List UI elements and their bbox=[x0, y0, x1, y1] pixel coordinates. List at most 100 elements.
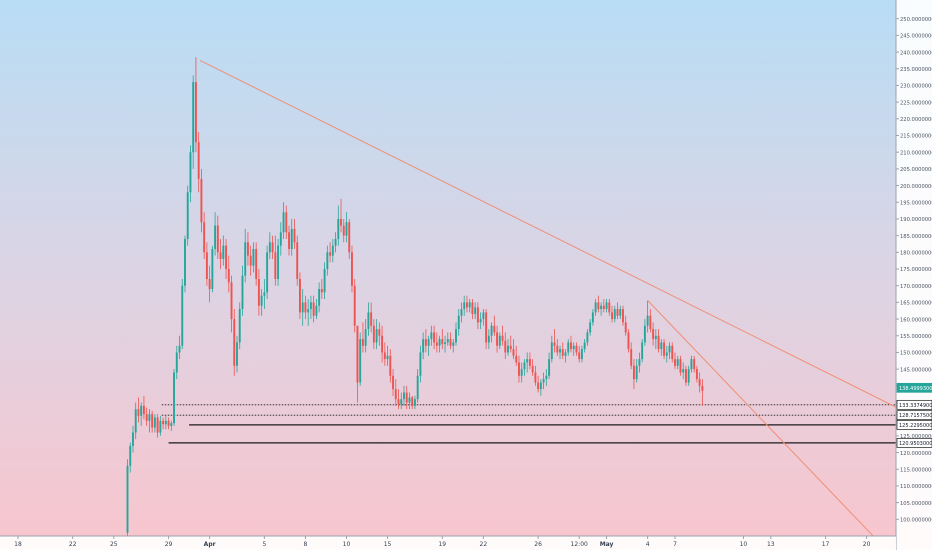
candle-body bbox=[580, 349, 583, 360]
candle-body bbox=[205, 252, 208, 280]
candle-body bbox=[249, 255, 252, 266]
price-tick-label: 235.00000000 bbox=[900, 67, 932, 73]
time-axis[interactable]: 18 22 25 29 Apr 5 8 10 15 19 22 26 12:00 May 4 7 10 13 17 2… bbox=[14, 536, 871, 548]
candle-body bbox=[684, 369, 687, 383]
plot-area[interactable] bbox=[126, 57, 929, 537]
candle-body bbox=[605, 302, 608, 310]
candle bbox=[600, 302, 603, 316]
candle-body bbox=[485, 312, 488, 343]
candle bbox=[463, 295, 466, 316]
candle bbox=[632, 359, 635, 390]
price-tick-label: 150.00000000 bbox=[900, 351, 932, 357]
candle-body bbox=[285, 212, 288, 233]
candle bbox=[594, 299, 597, 316]
candle bbox=[405, 385, 408, 410]
price-tick-label: 115.00000000 bbox=[900, 467, 932, 473]
candle-body bbox=[173, 372, 175, 424]
candle-body bbox=[323, 269, 326, 293]
candle bbox=[403, 385, 405, 406]
candle-body bbox=[586, 332, 589, 343]
candle bbox=[570, 335, 572, 353]
candle bbox=[129, 442, 132, 473]
price-tick-label: 250.00000000 bbox=[900, 17, 932, 23]
candle bbox=[611, 305, 613, 323]
candle-body bbox=[676, 359, 679, 366]
candle bbox=[493, 315, 496, 336]
candle-body bbox=[389, 355, 392, 376]
candle bbox=[192, 75, 195, 169]
candle bbox=[315, 299, 318, 320]
candle-body bbox=[679, 359, 682, 373]
price-tick-label: 185.00000000 bbox=[900, 234, 932, 240]
candle bbox=[342, 218, 345, 243]
candle bbox=[233, 309, 236, 376]
candle-body bbox=[134, 409, 137, 433]
candle bbox=[457, 309, 460, 336]
candle bbox=[225, 238, 228, 280]
price-tick-label: 205.00000000 bbox=[900, 167, 932, 173]
candle bbox=[580, 345, 583, 363]
candle-body bbox=[468, 302, 471, 308]
candle bbox=[282, 202, 285, 239]
candle bbox=[340, 198, 342, 233]
candle bbox=[211, 245, 214, 293]
candle bbox=[646, 300, 649, 333]
candle bbox=[293, 218, 296, 249]
candle-body bbox=[687, 369, 690, 383]
candle-body bbox=[512, 349, 515, 356]
candle bbox=[260, 289, 263, 316]
candle-body bbox=[476, 307, 479, 323]
candle-body bbox=[348, 222, 351, 253]
candle bbox=[186, 185, 189, 246]
candle-body bbox=[520, 369, 523, 376]
candle-body bbox=[457, 315, 460, 330]
candle-body bbox=[296, 242, 299, 280]
price-axis-panel bbox=[896, 0, 932, 550]
candle bbox=[487, 329, 490, 350]
candle bbox=[682, 362, 685, 380]
candle-body bbox=[353, 285, 356, 326]
candle bbox=[184, 235, 186, 293]
candle bbox=[216, 215, 219, 259]
candle-body bbox=[490, 325, 493, 336]
candle-body bbox=[126, 465, 129, 533]
candle bbox=[446, 332, 449, 346]
candle-body bbox=[307, 309, 310, 313]
candle bbox=[444, 335, 447, 353]
candle-body bbox=[181, 285, 184, 346]
candle-body bbox=[211, 248, 214, 290]
candle bbox=[378, 322, 381, 346]
candle-body bbox=[312, 302, 315, 316]
candle-body bbox=[701, 385, 704, 391]
candle-body bbox=[282, 212, 285, 233]
candle-body bbox=[233, 319, 236, 366]
candle bbox=[441, 329, 444, 350]
candle bbox=[531, 359, 534, 376]
candle-body bbox=[340, 218, 342, 226]
time-tick-label: 22 bbox=[69, 541, 77, 548]
candle bbox=[285, 205, 288, 239]
candle-body bbox=[501, 335, 504, 341]
candle-body bbox=[367, 312, 370, 330]
candle-body bbox=[178, 345, 181, 353]
candle bbox=[660, 339, 663, 356]
candle-body bbox=[145, 414, 148, 421]
price-tick-label: 100.00000000 bbox=[900, 518, 932, 524]
candle-body bbox=[159, 420, 162, 433]
price-tick-label: 245.00000000 bbox=[900, 34, 932, 40]
candle-body bbox=[578, 352, 581, 360]
candle bbox=[159, 415, 162, 436]
candle-body bbox=[337, 218, 340, 239]
candle-body bbox=[153, 417, 156, 428]
candle bbox=[485, 309, 488, 350]
candle bbox=[690, 355, 693, 373]
candle bbox=[214, 212, 217, 256]
candle-body bbox=[142, 405, 145, 415]
candle bbox=[608, 299, 611, 316]
candle-body bbox=[422, 339, 425, 353]
candle bbox=[364, 319, 367, 353]
candle bbox=[320, 279, 323, 300]
price-badge-label: 138.49993000 bbox=[899, 386, 932, 392]
candle-body bbox=[405, 392, 408, 403]
